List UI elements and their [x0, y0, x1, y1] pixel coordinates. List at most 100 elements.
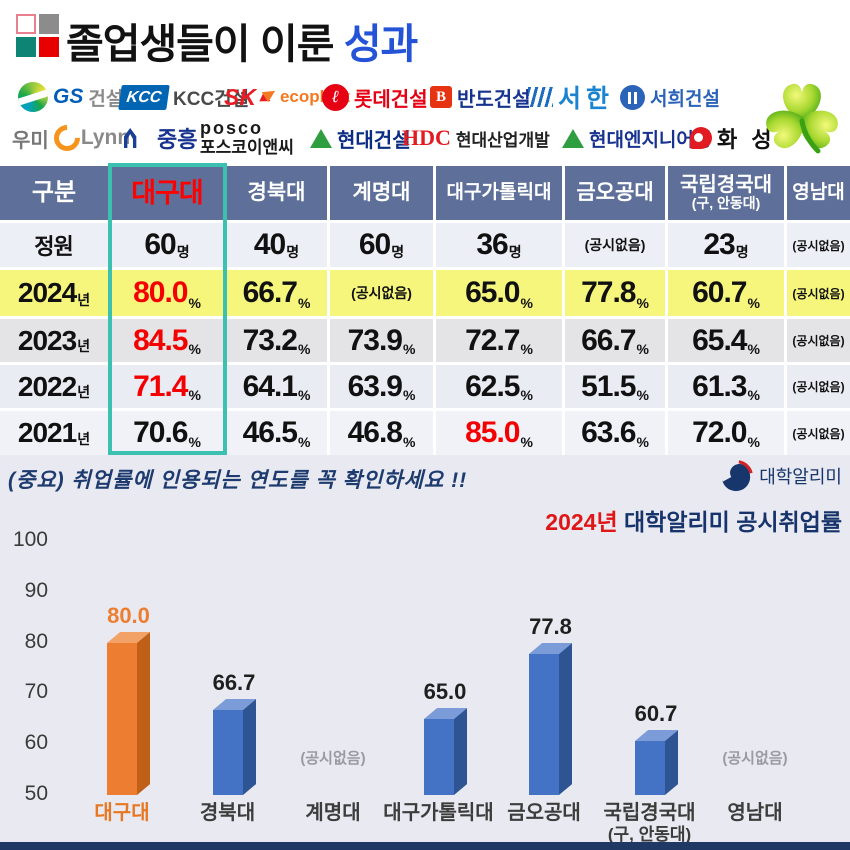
seohan-label: 서한 — [558, 85, 615, 113]
cell-2023-col2: 73.9% — [330, 319, 433, 362]
logo-seohee-construction: 서희건설 — [620, 78, 720, 116]
x-axis-label: 금오공대 — [507, 802, 581, 824]
posco-label: 포스코이앤씨 — [200, 137, 294, 157]
posco-mark: posco — [200, 117, 264, 138]
hwaseong-swirl-icon — [690, 127, 712, 149]
chart-no-data-label: (공시없음) — [722, 750, 788, 767]
square-red — [39, 37, 59, 57]
bar-side-face — [559, 643, 572, 795]
logo-bando-construction: B 반도건설 — [430, 78, 531, 116]
kcc-label: KCC건설 — [173, 88, 250, 110]
hyundai-enc-label: 현대건설 — [337, 129, 411, 152]
gyeongguk-sublabel: (구, 안동대) — [691, 195, 761, 212]
cell-2024-col5: 60.7% — [668, 270, 784, 316]
cell-2024-col4: 77.8% — [565, 270, 665, 316]
employment-chart: 100 90 80 70 60 50 80.0 대구대 66.7 경북대 (공시없음) 계명대 65.0… — [0, 455, 850, 844]
cell-정원-col3: 36 명 — [436, 223, 562, 267]
chart-no-data-label: (공시없음) — [300, 750, 366, 767]
hwaseong-label: 화 성 — [717, 127, 776, 152]
page-title-accent: 성과 — [343, 21, 418, 67]
row-label-2024: 2024 년 — [0, 270, 108, 316]
row-label-2023: 2023 년 — [0, 319, 108, 362]
cell-2024-col2: (공시없음) — [330, 270, 433, 316]
bando-badge-icon: B — [430, 86, 452, 108]
chart-title: 2024년 대학알리미 공시취업률 — [545, 503, 842, 537]
x-axis-label: 계명대 — [305, 802, 361, 824]
cell-2022-col2: 63.9% — [330, 365, 433, 408]
chart-title-year: 2024년 — [545, 509, 618, 535]
bar-side-face — [664, 730, 678, 795]
cell-2023-col0: 84.5% — [111, 319, 223, 362]
cell-2023-col4: 66.7% — [565, 319, 665, 362]
cell-2021-col5: 72.0% — [668, 411, 784, 455]
table-header-daegu-catholic-univ: 대구가톨릭대 — [436, 166, 562, 220]
cell-2023-col3: 72.7% — [436, 319, 562, 362]
cell-2023-col1: 73.2% — [226, 319, 327, 362]
kcc-badge-icon: KCC — [118, 84, 170, 110]
bar-금오공대 — [529, 643, 573, 795]
bar-대구대 — [107, 632, 151, 795]
woomi-mark: 우미 — [12, 129, 49, 152]
table-header-keimyung-univ: 계명대 — [330, 166, 433, 220]
bar-value-label: 60.7 — [634, 701, 678, 726]
cell-정원-col5: 23 명 — [668, 223, 784, 267]
brand-squares-icon — [16, 14, 62, 60]
y-axis-tick-90: 90 — [24, 578, 48, 602]
bar-side-face — [242, 699, 256, 795]
y-axis-tick-100: 100 — [12, 528, 48, 551]
gyeongguk-label: 국립경국대 — [680, 174, 772, 197]
page-title: 졸업생들이 이룬 성과 — [66, 10, 418, 70]
cell-정원-col0: 60 명 — [111, 223, 223, 267]
lotte-circle-icon: ℓ — [322, 83, 349, 111]
jungheung-arch-icon — [124, 128, 137, 148]
page-title-main: 졸업생들이 이룬 — [66, 21, 344, 67]
logo-posco-enc: posco 포스코이앤씨 — [200, 117, 294, 157]
logo-hwaseong: 화 성 — [690, 119, 776, 157]
cell-2024-col1: 66.7% — [226, 270, 327, 316]
row-label-정원: 정원 — [0, 223, 108, 267]
seohan-stripes-icon — [528, 87, 553, 107]
logo-seohan: 서한 — [528, 78, 614, 116]
gs-globe-icon — [18, 82, 48, 112]
cell-정원-col6: (공시없음) — [787, 223, 850, 267]
y-axis-tick-70: 70 — [24, 680, 48, 704]
cell-2022-col6: (공시없음) — [787, 365, 850, 408]
footer-navy-bar — [0, 842, 850, 850]
seohee-building-icon — [620, 84, 645, 110]
cell-정원-col4: (공시없음) — [565, 223, 665, 267]
posco-wordmark: posco 포스코이앤씨 — [200, 117, 294, 157]
cell-2024-col0: 80.0% — [111, 270, 223, 316]
table-header-gubun: 구분 — [0, 166, 108, 220]
gs-label: 건설 — [88, 88, 124, 110]
cell-2021-col6: (공시없음) — [787, 411, 850, 455]
bar-side-face — [137, 632, 150, 795]
square-gray — [39, 14, 59, 34]
jungheung-label: 중흥 — [157, 127, 198, 152]
y-axis-tick-80: 80 — [24, 629, 48, 653]
x-axis-label: 대구가톨릭대 — [383, 802, 494, 824]
univ-alrimi-label: 대학알리미 — [759, 467, 842, 487]
cell-2024-col3: 65.0% — [436, 270, 562, 316]
gs-mark: GS — [53, 85, 84, 108]
cell-2021-col4: 63.6% — [565, 411, 665, 455]
cell-정원-col2: 60 명 — [330, 223, 433, 267]
cell-2022-col0: 71.4% — [111, 365, 223, 408]
cell-2021-col3: 85.0% — [436, 411, 562, 455]
bar-경북대 — [212, 699, 256, 795]
x-axis-label: 대구대 — [94, 802, 150, 824]
cell-2022-col3: 62.5% — [436, 365, 562, 408]
cell-2022-col4: 51.5% — [565, 365, 665, 408]
square-outline — [16, 14, 36, 34]
y-axis-tick-60: 60 — [24, 731, 48, 755]
x-axis-label: 경북대 — [199, 802, 256, 824]
x-axis-label: 국립경국대 (구, 안동대) — [603, 802, 696, 844]
table-header-daegu-univ: 대구대 — [111, 166, 223, 220]
woomi-lynn-label: Lynn — [80, 126, 131, 149]
bar-대구가톨릭대 — [423, 708, 467, 795]
cell-2021-col0: 70.6% — [111, 411, 223, 455]
x-axis-label: 영남대 — [727, 802, 783, 824]
results-table: 구분 대구대 경북대 계명대 대구가톨릭대 금오공대 국립경국대 (구, 안동대… — [0, 166, 850, 455]
row-label-2021: 2021 년 — [0, 411, 108, 455]
cell-정원-col1: 40 명 — [226, 223, 327, 267]
hyundai-triangle-icon — [310, 128, 332, 148]
